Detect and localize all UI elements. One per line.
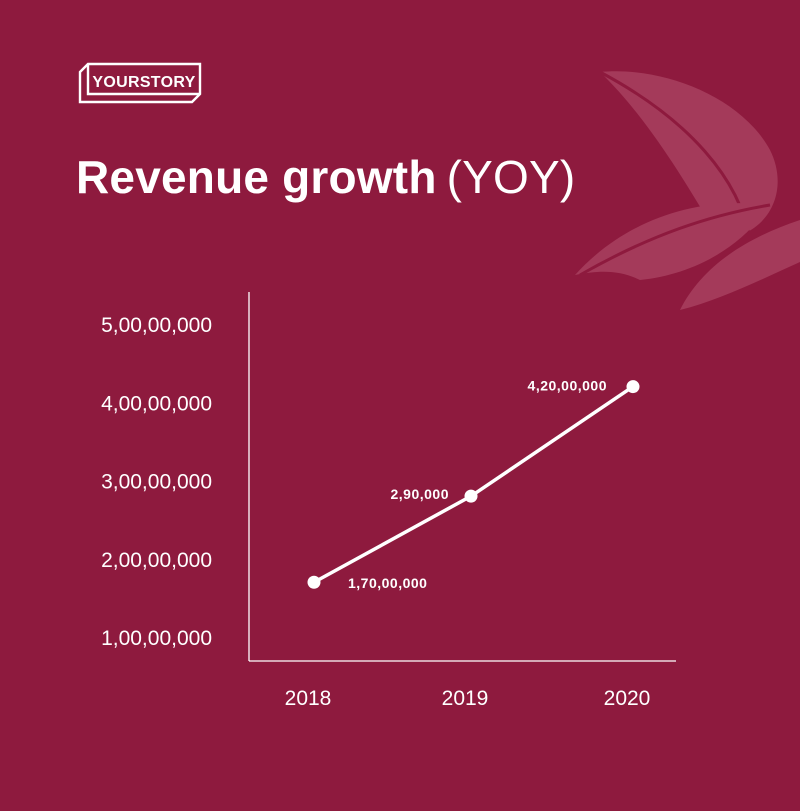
y-tick-label: 5,00,00,000 <box>101 314 212 337</box>
data-label: 2,90,000 <box>391 486 450 502</box>
x-tick-label: 2019 <box>442 687 489 710</box>
data-point <box>307 575 321 589</box>
title-main: Revenue growth <box>76 151 437 203</box>
data-point <box>626 380 640 394</box>
data-label: 1,70,00,000 <box>348 575 427 591</box>
yourstory-logo: YOURSTORY <box>78 62 202 104</box>
data-label: 4,20,00,000 <box>528 378 607 394</box>
logo-text: YOURSTORY <box>92 74 195 91</box>
x-tick-label: 2020 <box>604 687 651 710</box>
series-line <box>312 384 635 584</box>
x-tick-label: 2018 <box>285 687 332 710</box>
y-tick-label: 2,00,00,000 <box>101 549 212 572</box>
page-title: Revenue growth (YOY) <box>76 150 575 204</box>
y-tick-label: 1,00,00,000 <box>101 627 212 650</box>
data-point <box>464 489 478 503</box>
y-tick-label: 4,00,00,000 <box>101 392 212 415</box>
title-suffix: (YOY) <box>446 151 576 203</box>
y-tick-label: 3,00,00,000 <box>101 471 212 494</box>
